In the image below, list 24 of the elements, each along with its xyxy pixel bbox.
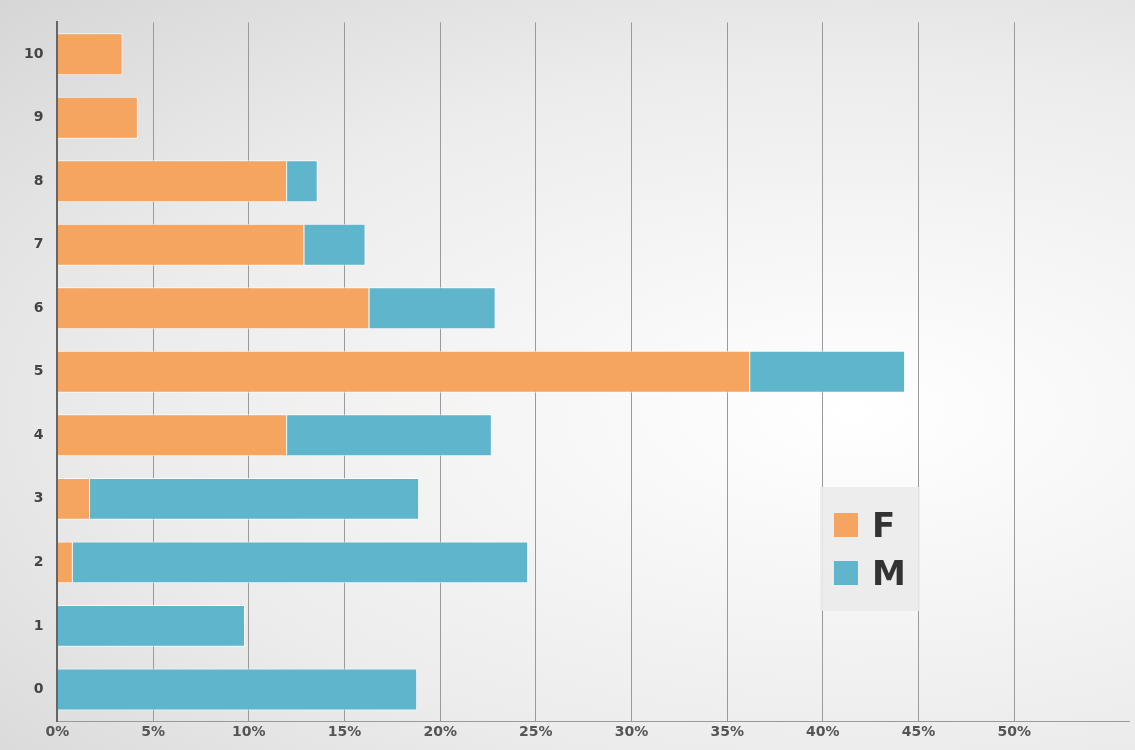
x-tick-label: 45% [901,723,936,740]
x-tick-label: 35% [710,723,744,740]
legend-label: F [872,505,896,545]
y-tick-label: 10 [24,44,44,61]
y-tick-label: 5 [33,362,44,379]
y-tick-label: 0 [33,680,44,697]
x-tick-label: 50% [997,723,1031,740]
y-tick-label: 9 [33,108,44,125]
x-tick-label: 30% [614,723,649,740]
x-tick-label: 0% [45,723,70,740]
x-tick-label: 25% [519,723,553,740]
x-tick-label: 15% [327,723,362,740]
x-tick-label: 5% [141,723,166,740]
y-tick-label: 8 [33,171,44,188]
y-tick-label: 4 [33,425,44,442]
y-tick-label: 1 [33,616,44,633]
x-tick-label: 40% [806,723,840,740]
y-tick-label: 6 [33,298,44,315]
y-tick-label: 3 [33,489,44,506]
x-tick-label: 20% [423,723,457,740]
y-tick-label: 7 [33,235,44,252]
legend-label: M [872,553,906,593]
y-tick-label: 2 [33,553,44,570]
x-tick-label: 10% [232,723,266,740]
